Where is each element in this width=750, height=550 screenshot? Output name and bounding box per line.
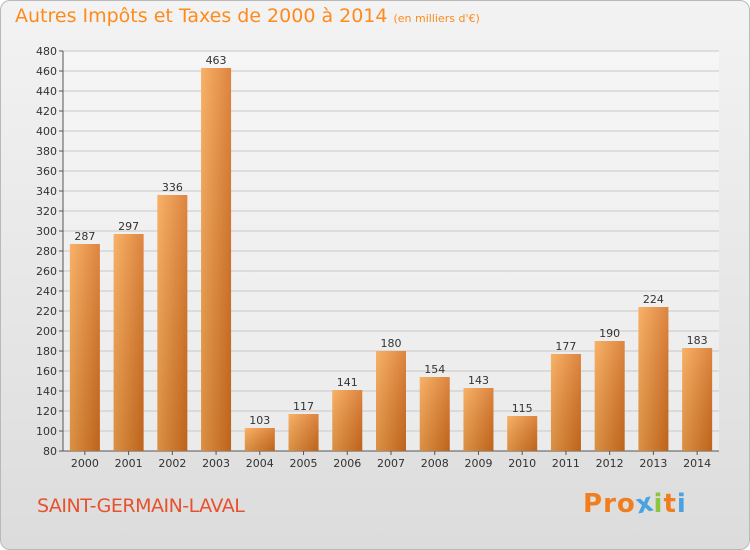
y-tick-label: 100: [36, 425, 57, 438]
logo-letter: o: [616, 489, 636, 519]
chart-subtitle: (en milliers d'€): [393, 12, 480, 25]
y-tick-label: 460: [36, 65, 57, 78]
bar-shade: [463, 388, 494, 451]
data-label: 141: [337, 376, 358, 389]
y-tick-label: 260: [36, 265, 57, 278]
title-text: Autres Impôts et Taxes de 2000 à 2014: [15, 5, 388, 27]
bar-shade: [201, 68, 232, 451]
x-tick-label: 2003: [202, 457, 230, 470]
commune-name: SAINT-GERMAIN-LAVAL: [37, 495, 245, 517]
x-tick-label: 2010: [508, 457, 536, 470]
data-label: 177: [555, 340, 576, 353]
data-label: 183: [687, 334, 708, 347]
logo-letter: t: [663, 489, 677, 519]
data-label: 287: [74, 230, 95, 243]
data-label: 154: [424, 363, 445, 376]
logo-letter: i: [676, 489, 687, 519]
chart-title: Autres Impôts et Taxes de 2000 à 2014 (en…: [15, 5, 480, 27]
y-tick-label: 140: [36, 385, 57, 398]
y-tick-label: 200: [36, 325, 57, 338]
logo-letter: r: [603, 489, 617, 519]
x-tick-label: 2013: [639, 457, 667, 470]
y-tick-label: 380: [36, 145, 57, 158]
y-tick-label: 220: [36, 305, 57, 318]
x-tick-label: 2006: [333, 457, 361, 470]
y-tick-label: 240: [36, 285, 57, 298]
y-tick-label: 320: [36, 205, 57, 218]
y-tick-label: 480: [36, 45, 57, 58]
x-tick-label: 2012: [596, 457, 624, 470]
data-label: 224: [643, 293, 664, 306]
data-label: 463: [206, 54, 227, 67]
y-tick-label: 340: [36, 185, 57, 198]
y-tick-label: 420: [36, 105, 57, 118]
x-tick-label: 2001: [115, 457, 143, 470]
bar-shade: [157, 195, 188, 451]
bar-shade: [69, 244, 100, 451]
bar-shade: [638, 307, 669, 451]
x-tick-label: 2009: [464, 457, 492, 470]
y-tick-label: 80: [43, 445, 57, 458]
x-tick-label: 2005: [290, 457, 318, 470]
x-tick-label: 2014: [683, 457, 711, 470]
bar-shade: [507, 416, 538, 451]
y-tick-label: 360: [36, 165, 57, 178]
bar-shade: [288, 414, 319, 451]
bar-shade: [550, 354, 581, 451]
x-tick-label: 2002: [158, 457, 186, 470]
bar-shade: [419, 377, 450, 451]
data-label: 115: [512, 402, 533, 415]
data-label: 190: [599, 327, 620, 340]
x-tick-label: 2011: [552, 457, 580, 470]
bar-shade: [594, 341, 625, 451]
bar-shade: [244, 428, 275, 451]
y-tick-label: 180: [36, 345, 57, 358]
bar-shade: [332, 390, 363, 451]
y-tick-label: 440: [36, 85, 57, 98]
bar-shade: [682, 348, 713, 451]
data-label: 143: [468, 374, 489, 387]
x-tick-label: 2000: [71, 457, 99, 470]
data-label: 117: [293, 400, 314, 413]
bar-shade: [376, 351, 406, 451]
x-tick-label: 2004: [246, 457, 274, 470]
data-label: 336: [162, 181, 183, 194]
x-tick-label: 2008: [421, 457, 449, 470]
y-tick-label: 280: [36, 245, 57, 258]
bar-shade: [113, 234, 144, 451]
y-tick-label: 300: [36, 225, 57, 238]
data-label: 180: [381, 337, 402, 350]
logo-letter: i: [653, 489, 664, 519]
y-tick-label: 120: [36, 405, 57, 418]
y-tick-label: 400: [36, 125, 57, 138]
x-tick-label: 2007: [377, 457, 405, 470]
data-label: 103: [249, 414, 270, 427]
data-label: 297: [118, 220, 139, 233]
proxiti-logo: Proxiti: [583, 487, 687, 520]
logo-letter: P: [583, 489, 604, 519]
y-tick-label: 160: [36, 365, 57, 378]
